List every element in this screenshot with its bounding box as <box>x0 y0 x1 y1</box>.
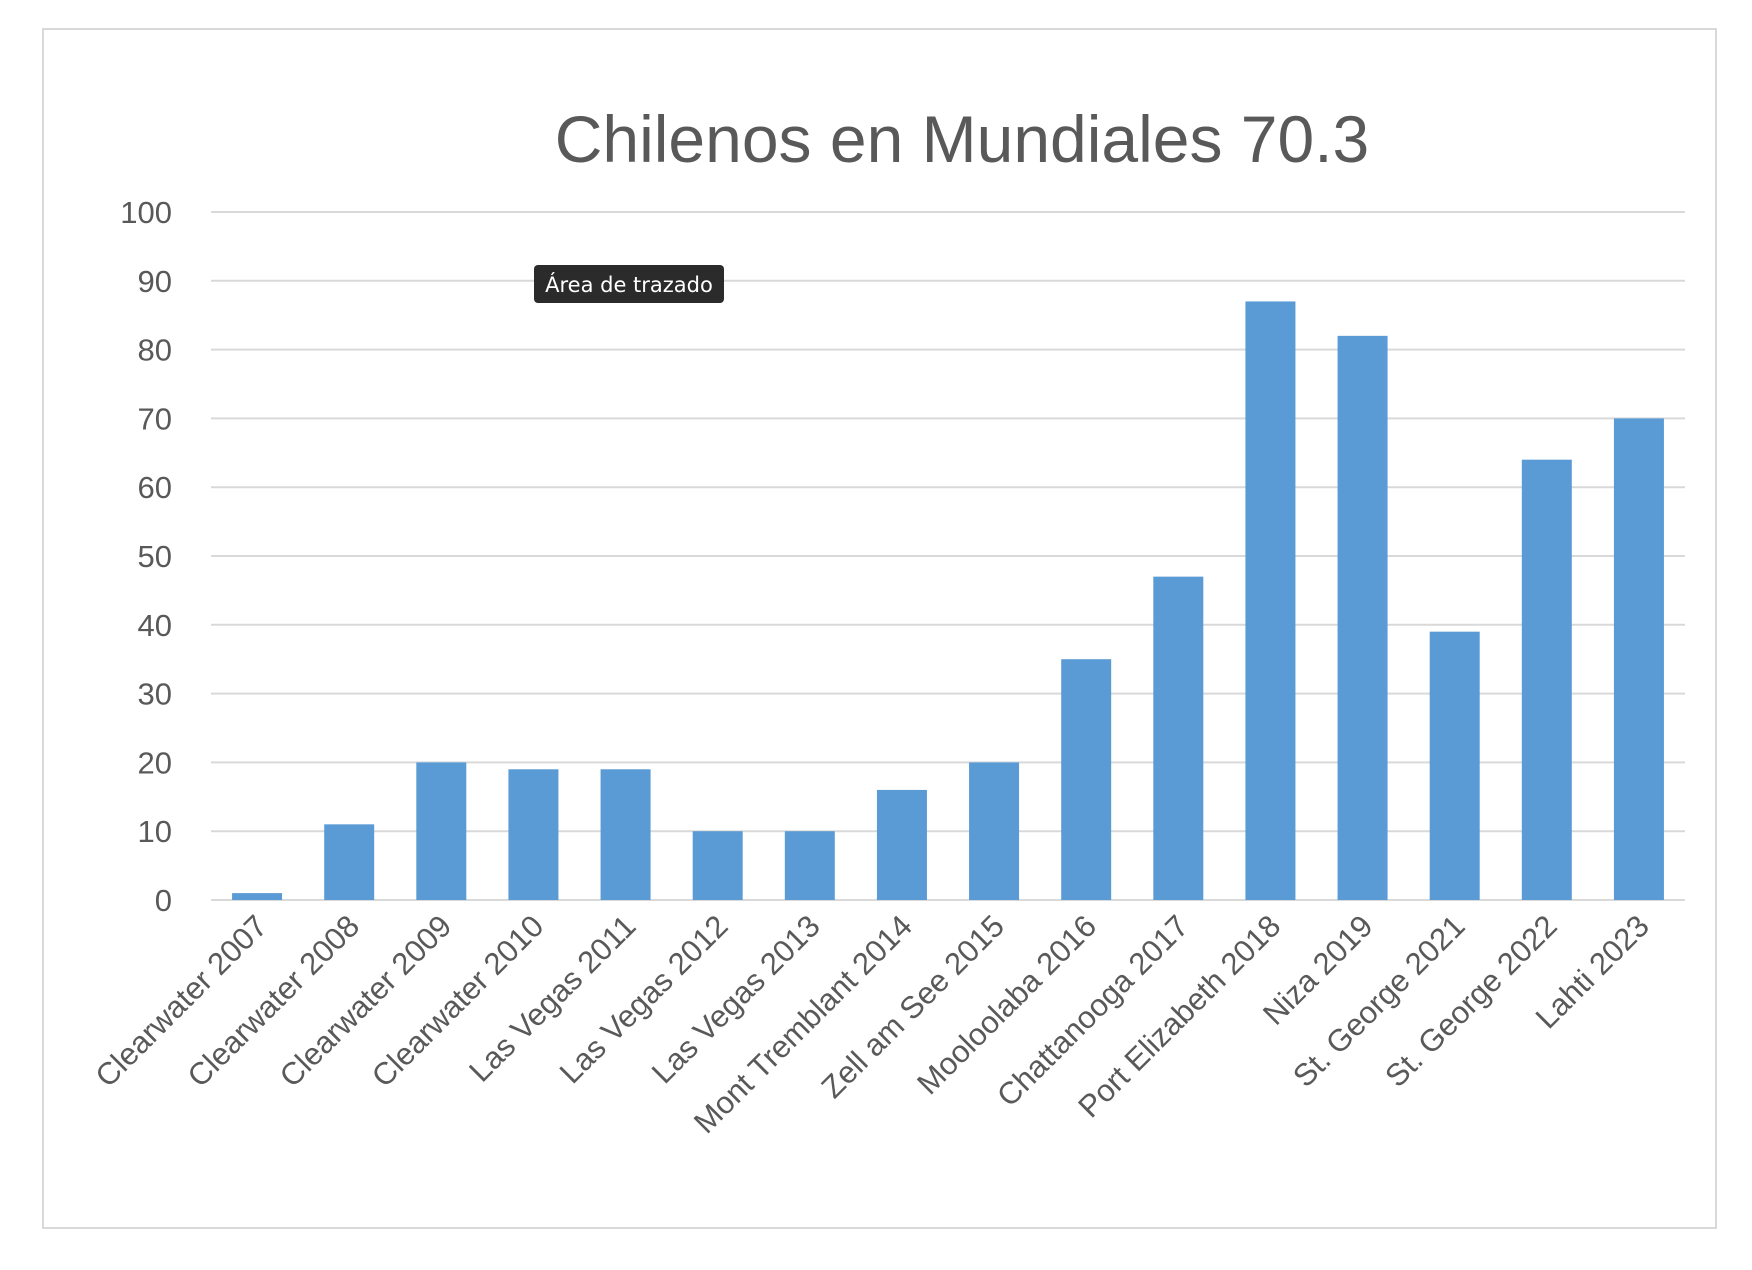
y-tick-label: 90 <box>138 264 172 299</box>
y-tick-label: 30 <box>138 677 172 712</box>
y-tick-label: 40 <box>138 608 172 643</box>
bar[interactable] <box>1061 659 1112 900</box>
tooltip-background <box>534 265 724 303</box>
tooltip-label: Área de trazado <box>545 272 713 297</box>
y-tick-label: 60 <box>138 470 172 505</box>
bar[interactable] <box>1429 631 1480 900</box>
y-tick-label: 10 <box>138 814 172 849</box>
plot-area-tooltip: Área de trazado <box>534 265 724 303</box>
bar[interactable] <box>416 762 467 900</box>
y-tick-label: 70 <box>138 401 172 436</box>
bar-series[interactable] <box>232 301 1664 901</box>
y-tick-label: 0 <box>155 883 172 918</box>
bar[interactable] <box>1613 418 1664 900</box>
bar[interactable] <box>876 789 927 900</box>
y-tick-label: 50 <box>138 539 172 574</box>
y-axis-labels: 0 10 20 30 40 50 60 70 80 90 100 <box>120 195 172 918</box>
chart-border <box>42 28 1717 1229</box>
bar[interactable] <box>324 824 375 900</box>
y-tick-label: 100 <box>120 195 172 230</box>
chart-title[interactable]: Chilenos en Mundiales 70.3 <box>555 102 1370 176</box>
bar[interactable] <box>1245 301 1296 900</box>
bar[interactable] <box>1153 576 1204 900</box>
bar[interactable] <box>600 769 651 900</box>
y-tick-label: 20 <box>138 745 172 780</box>
bar[interactable] <box>508 769 559 900</box>
bar[interactable] <box>692 831 743 900</box>
bar[interactable] <box>969 762 1020 900</box>
bar[interactable] <box>784 831 835 900</box>
bar[interactable] <box>1521 459 1572 900</box>
bar[interactable] <box>232 893 283 900</box>
y-tick-label: 80 <box>138 333 172 368</box>
bar[interactable] <box>1337 335 1388 901</box>
